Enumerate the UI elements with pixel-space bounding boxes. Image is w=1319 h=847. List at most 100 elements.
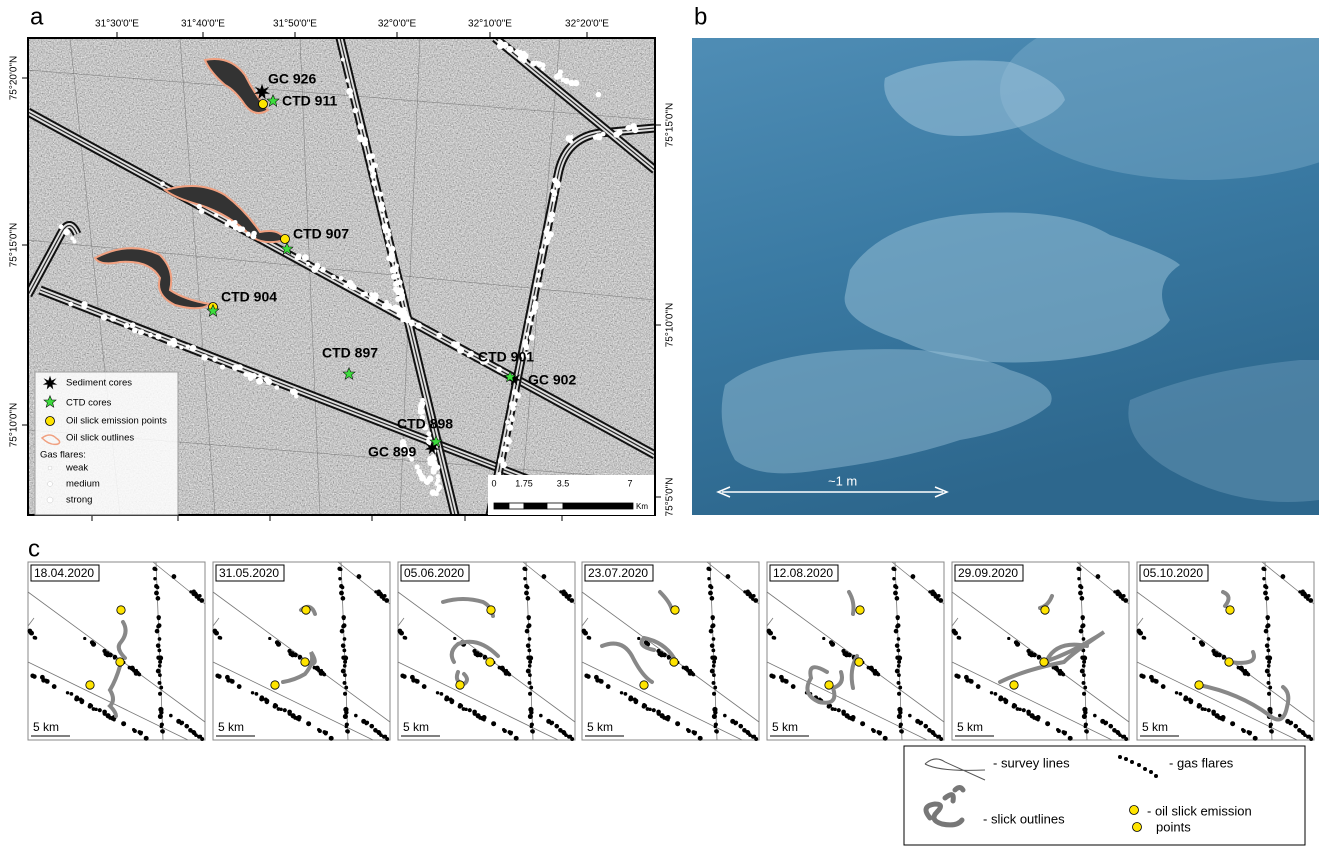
gas-flare	[939, 737, 943, 741]
gas-flare	[317, 728, 320, 731]
gas-flare	[555, 73, 560, 78]
gas-flare	[1265, 615, 1269, 619]
gas-flare	[154, 591, 159, 596]
longitude-label: 32°10'0"E	[468, 19, 512, 30]
gas-flare	[156, 586, 160, 590]
gas-flare	[953, 631, 958, 636]
gas-flare	[34, 636, 38, 640]
gas-flare	[1080, 586, 1084, 590]
snapshot-frame	[767, 562, 944, 740]
gas-flare	[829, 640, 833, 644]
gas-flare	[667, 656, 670, 659]
gas-flare	[341, 596, 346, 601]
gas-flare	[1060, 671, 1064, 675]
gas-flare	[709, 629, 714, 634]
gas-flare	[539, 248, 545, 254]
gas-flare	[1116, 589, 1120, 593]
gas-flare	[710, 656, 714, 660]
emission-point	[1195, 681, 1203, 689]
gas-flare	[899, 723, 903, 727]
gas-flare	[502, 42, 509, 49]
gas-flare	[897, 714, 902, 719]
emission-point	[1040, 658, 1048, 666]
gas-flare	[369, 292, 373, 296]
gas-flare	[505, 420, 510, 425]
gas-flare	[1265, 624, 1269, 628]
gas-flare	[385, 218, 389, 222]
gas-flare	[264, 376, 270, 382]
gas-flare	[526, 643, 531, 648]
gas-flare	[273, 703, 277, 707]
gas-flare	[378, 192, 383, 197]
snapshot-date: 12.08.2020	[773, 566, 833, 580]
gas-flare	[994, 692, 998, 696]
gas-flare	[1056, 728, 1059, 731]
gas-flare	[894, 629, 899, 634]
snapshot-map: 29.09.20205 km	[951, 562, 1129, 741]
gas-flare	[80, 700, 85, 705]
gas-flare	[529, 711, 533, 715]
gas-flare	[652, 708, 656, 712]
gas-flare	[851, 718, 854, 721]
snapshot-date: 31.05.2020	[219, 566, 279, 580]
emission-point	[86, 681, 94, 689]
gas-flare	[215, 674, 220, 679]
gas-flare	[710, 669, 715, 674]
gas-flare	[387, 233, 391, 237]
gas-flare	[1108, 724, 1113, 729]
gas-flare	[1247, 730, 1251, 734]
gas-flare	[237, 364, 243, 370]
gas-flare	[434, 491, 439, 496]
gas-flare	[1084, 729, 1088, 733]
snapshot-map: 23.07.20205 km	[581, 562, 759, 741]
legend-flare	[1149, 770, 1153, 774]
station-label: CTD 897	[322, 345, 378, 361]
snapshot-frame	[398, 562, 575, 740]
legend-label: CTD cores	[66, 398, 112, 409]
gas-flare	[184, 724, 189, 729]
gas-flare	[277, 707, 281, 711]
gas-flare	[288, 712, 292, 716]
gas-flare	[344, 686, 348, 690]
gas-flare	[895, 643, 900, 648]
gas-flare	[315, 666, 320, 671]
gas-flare	[389, 246, 396, 253]
gas-flare	[1289, 722, 1292, 725]
station-label: CTD 901	[478, 349, 534, 365]
gas-flare	[1267, 637, 1271, 641]
longitude-label: 31°30'0"E	[95, 19, 139, 30]
gas-flare	[598, 133, 603, 138]
scale-label: 5 km	[587, 720, 613, 734]
gas-flare	[1265, 596, 1270, 601]
gas-flare	[877, 730, 881, 734]
gas-flare	[1267, 673, 1271, 677]
station-label: GC 899	[368, 444, 416, 460]
gas-flare	[360, 292, 365, 297]
gas-flare	[113, 656, 116, 659]
gas-flare	[380, 206, 386, 212]
page: a31°30'0"E31°40'0"E31°50'0"E32°0'0"E32°1…	[0, 0, 1319, 847]
gas-flare	[505, 438, 512, 445]
gas-flare	[626, 125, 632, 131]
legend-emission	[1133, 823, 1142, 832]
gas-flare	[156, 669, 161, 674]
gas-flare	[153, 577, 156, 580]
legend-flare	[48, 482, 53, 487]
gas-flare	[415, 464, 420, 469]
gas-flare	[369, 724, 374, 729]
gas-flare	[436, 475, 440, 479]
gas-flare	[156, 615, 160, 619]
gas-flare	[714, 723, 718, 727]
gas-flare	[628, 697, 633, 702]
gas-flare	[159, 711, 163, 715]
gas-flare	[202, 355, 207, 360]
gas-flare	[214, 631, 219, 636]
gas-flare	[427, 475, 434, 482]
gas-flare	[530, 61, 536, 67]
gas-flare	[1080, 596, 1085, 601]
gas-flare	[339, 276, 344, 281]
gas-flare	[98, 708, 102, 712]
gas-flare	[1281, 574, 1286, 579]
scale-label: 5 km	[1142, 720, 1168, 734]
gas-flare	[895, 596, 900, 601]
